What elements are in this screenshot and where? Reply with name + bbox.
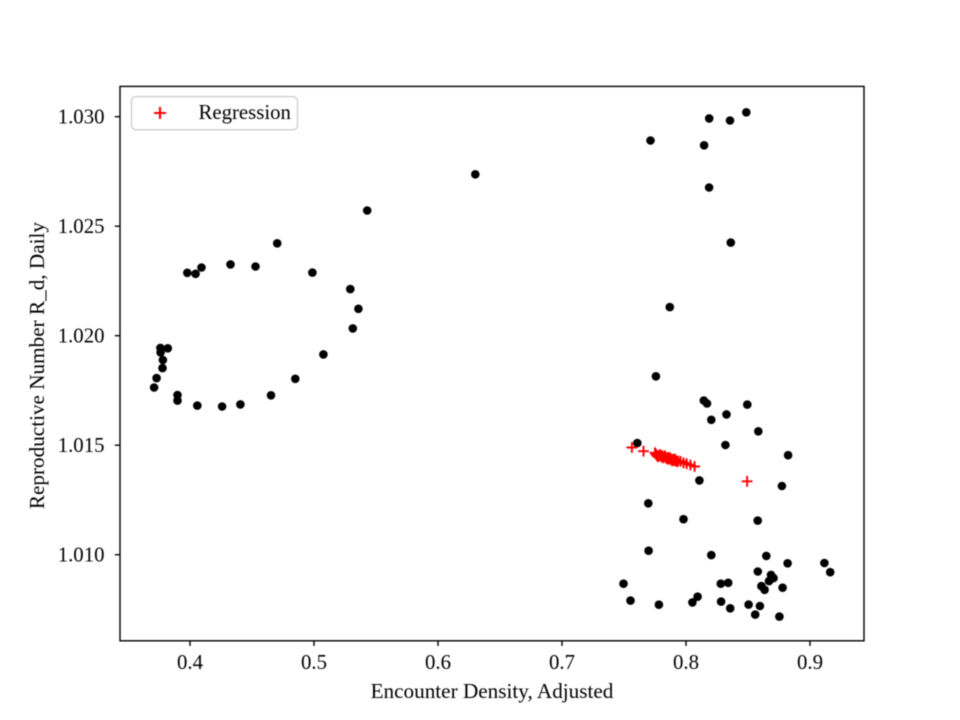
- svg-text:0.7: 0.7: [549, 651, 575, 674]
- svg-text:0.4: 0.4: [177, 651, 204, 674]
- svg-text:1.015: 1.015: [58, 434, 105, 457]
- svg-text:1.010: 1.010: [58, 544, 105, 567]
- svg-text:0.9: 0.9: [797, 651, 823, 674]
- svg-text:0.8: 0.8: [673, 651, 699, 674]
- svg-text:1.025: 1.025: [58, 215, 105, 238]
- svg-text:1.020: 1.020: [58, 325, 105, 348]
- svg-text:Encounter Density, Adjusted: Encounter Density, Adjusted: [371, 679, 614, 703]
- svg-text:0.6: 0.6: [425, 651, 451, 674]
- svg-text:Regression: Regression: [199, 101, 292, 124]
- svg-text:0.5: 0.5: [301, 651, 327, 674]
- svg-text:1.030: 1.030: [58, 106, 105, 129]
- svg-text:Reproductive Number R_d, Daily: Reproductive Number R_d, Daily: [25, 222, 49, 510]
